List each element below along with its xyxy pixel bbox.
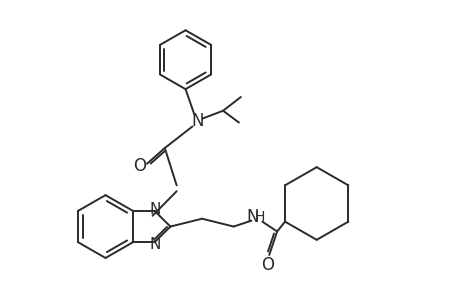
Text: H: H <box>254 210 264 224</box>
Text: N: N <box>150 202 161 217</box>
Text: O: O <box>133 157 146 175</box>
Text: N: N <box>191 112 203 130</box>
Text: N: N <box>150 237 161 252</box>
Text: O: O <box>260 256 273 274</box>
Text: N: N <box>246 208 258 226</box>
